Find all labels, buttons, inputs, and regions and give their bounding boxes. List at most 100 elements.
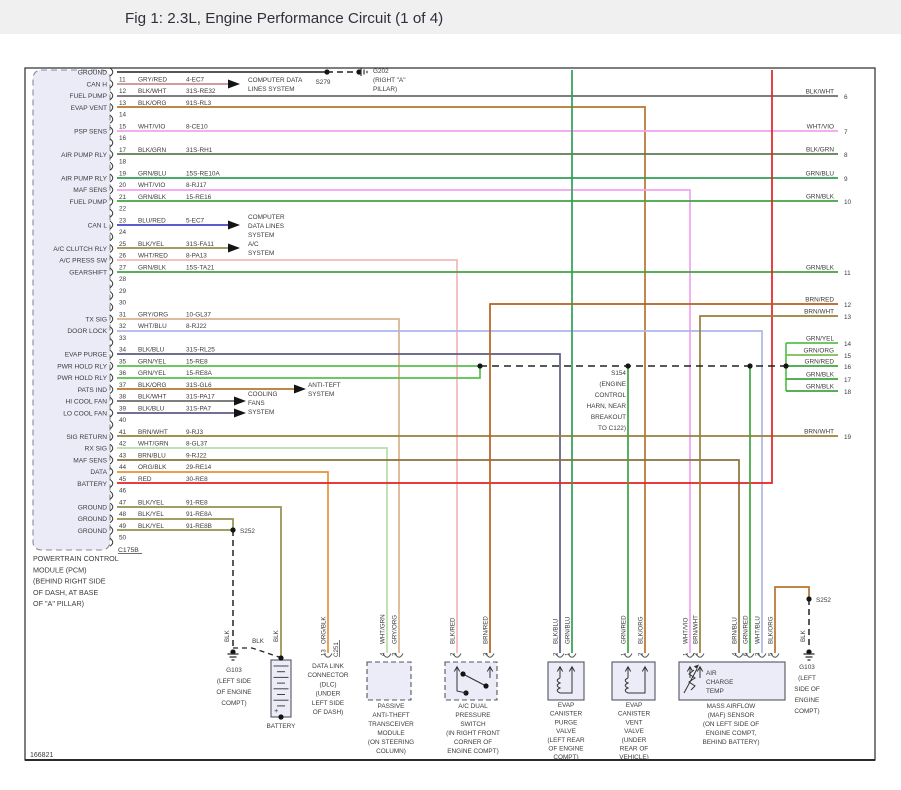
- pcm-pin-number: 22: [119, 206, 127, 213]
- system-arrow-icon: [228, 79, 240, 89]
- figure-title-bar: [0, 0, 901, 34]
- pcm-pin-number: 16: [119, 135, 127, 142]
- edge-wire-color: GRN/BLK: [806, 383, 835, 390]
- component-wire-color: BLK/BLU: [553, 619, 560, 644]
- system-ref: COOLING: [248, 391, 278, 398]
- pcm-circuit-id: 9-RJ22: [186, 452, 207, 459]
- maf-caption: (MAF) SENSOR: [708, 712, 755, 719]
- edge-wire-color: BRN/WHT: [804, 428, 834, 435]
- pcm-pin-function: EVAP PURGE: [65, 352, 108, 359]
- ac-switch-caption: SWITCH: [460, 721, 486, 728]
- vent-valve-caption: (UNDER: [622, 737, 647, 744]
- pcm-pin-bracket: [109, 385, 114, 394]
- junction-dot: [483, 683, 489, 689]
- pcm-pin-number: 25: [119, 241, 127, 248]
- pcm-pin-number: 40: [119, 417, 127, 424]
- component-pin-number: 2: [451, 652, 457, 656]
- edge-wire-number: 11: [844, 270, 851, 277]
- component-pin-number: 4: [733, 652, 739, 656]
- pcm-wire-color: GRN/YEL: [138, 358, 167, 365]
- component-pin-number: 1: [622, 652, 628, 656]
- maf-caption: BEHIND BATTERY): [703, 739, 760, 746]
- vent-valve-caption: VEHICLE): [619, 754, 648, 761]
- pcm-pin-function: PSP SENS: [74, 128, 107, 135]
- pcm-wire-color: GRY/RED: [138, 76, 167, 83]
- battery-plus: +: [274, 706, 279, 715]
- edge-wire-color: GRN/BLK: [806, 264, 835, 271]
- pcm-pin-number: 21: [119, 194, 127, 201]
- contact-arrow-icon: [453, 665, 461, 678]
- pcm-pin-number: 48: [119, 511, 127, 518]
- pcm-circuit-id: 31S-RE32: [186, 88, 216, 95]
- system-ref: SYSTEM: [248, 232, 274, 239]
- edge-wire-color: GRN/BLK: [806, 193, 835, 200]
- splice-label-s154: (ENGINE: [599, 381, 626, 388]
- edge-wire-color: BRN/WHT: [804, 308, 834, 315]
- component-wire-color: WHT/BLU: [755, 616, 762, 644]
- pcm-wire-color: BLK/YEL: [138, 523, 164, 530]
- purge-valve-caption: (LEFT REAR: [547, 737, 585, 744]
- component-wire-color: BLK/ORG: [768, 616, 775, 644]
- pcm-pin-number: 45: [119, 476, 127, 483]
- pcm-pin-function: MAF SENS: [73, 457, 107, 464]
- pcm-pin-function: LO COOL FAN: [63, 410, 107, 417]
- pcm-circuit-id: 15S-TA21: [186, 264, 215, 271]
- component-pin-number: 2: [639, 652, 645, 656]
- switch-contact: [462, 673, 487, 687]
- splice-dash-battery: [233, 647, 280, 658]
- component-wire-color: GRN/RED: [743, 615, 750, 644]
- pcm-pin-bracket: [109, 432, 114, 441]
- junction-dot: [477, 363, 483, 369]
- pcm-pin-bracket: [109, 232, 114, 242]
- pcm-circuit-id: 30-RE8: [186, 476, 208, 483]
- ac-switch-box: [444, 661, 498, 701]
- ac-switch-caption: CORNER OF: [454, 739, 492, 746]
- pin-socket-icon: [623, 653, 633, 658]
- figure-title: Fig 1: 2.3L, Engine Performance Circuit …: [125, 10, 443, 27]
- pcm-circuit-id: 31S-RH1: [186, 147, 213, 154]
- junction-dot: [460, 671, 466, 677]
- wire-pin-47: [117, 506, 282, 656]
- edge-wire-color: GRN/BLK: [806, 371, 835, 378]
- ground-label-g103-right: (LEFT: [798, 675, 816, 682]
- wire-pin-13: [117, 106, 646, 653]
- pcm-circuit-id: 15-RE8: [186, 358, 208, 365]
- pcm-pin-number: 15: [119, 123, 127, 130]
- wire-maf-2: [699, 315, 838, 653]
- pcm-circuit-id: 8-PA13: [186, 253, 207, 260]
- pcm-pin-bracket: [109, 443, 114, 453]
- system-ref: SYSTEM: [248, 250, 274, 257]
- pcm-pin-function: GROUND: [78, 69, 108, 76]
- junction-dot: [806, 596, 812, 602]
- ground-label-g103-left: G103: [226, 667, 242, 674]
- pin-socket-icon: [734, 653, 744, 658]
- pcm-circuit-id: 31S-PA7: [186, 405, 212, 412]
- maf-caption: ENGINE COMPT,: [706, 730, 757, 737]
- system-arrow-icon: [228, 243, 240, 253]
- pcm-circuit-id: 91-RE8A: [186, 511, 213, 518]
- dlc-caption: OF DASH): [313, 709, 344, 716]
- wire-pin-31: [117, 318, 400, 653]
- pcm-wire-color: WHT/VIO: [138, 123, 165, 130]
- purge-valve-caption: PURGE: [555, 719, 578, 726]
- dlc-caption: (DLC): [319, 681, 336, 688]
- pcm-circuit-id: 29-RE14: [186, 464, 212, 471]
- pcm-pin-number: 47: [119, 499, 127, 506]
- component-wire-color: WHT/VIO: [683, 617, 690, 644]
- wire-pin-44: [117, 471, 329, 653]
- ground-label-g103-right: SIDE OF: [794, 686, 820, 693]
- coil-icon: [556, 677, 562, 694]
- purge-valve-box: [547, 661, 585, 701]
- pcm-pin-function: BATTERY: [77, 481, 107, 488]
- junction-dot: [324, 69, 330, 75]
- pcm-pin-function: FUEL PUMP: [70, 93, 108, 100]
- pcm-pin-bracket: [109, 373, 114, 383]
- pin-socket-icon: [685, 653, 695, 658]
- pcm-pin-bracket: [109, 91, 114, 101]
- edge-wire-number: 14: [844, 341, 852, 348]
- dlc-caption: CONNECTOR: [307, 672, 348, 679]
- splice-label-s154: TO C122): [598, 425, 626, 432]
- system-ref: LINES SYSTEM: [248, 86, 295, 93]
